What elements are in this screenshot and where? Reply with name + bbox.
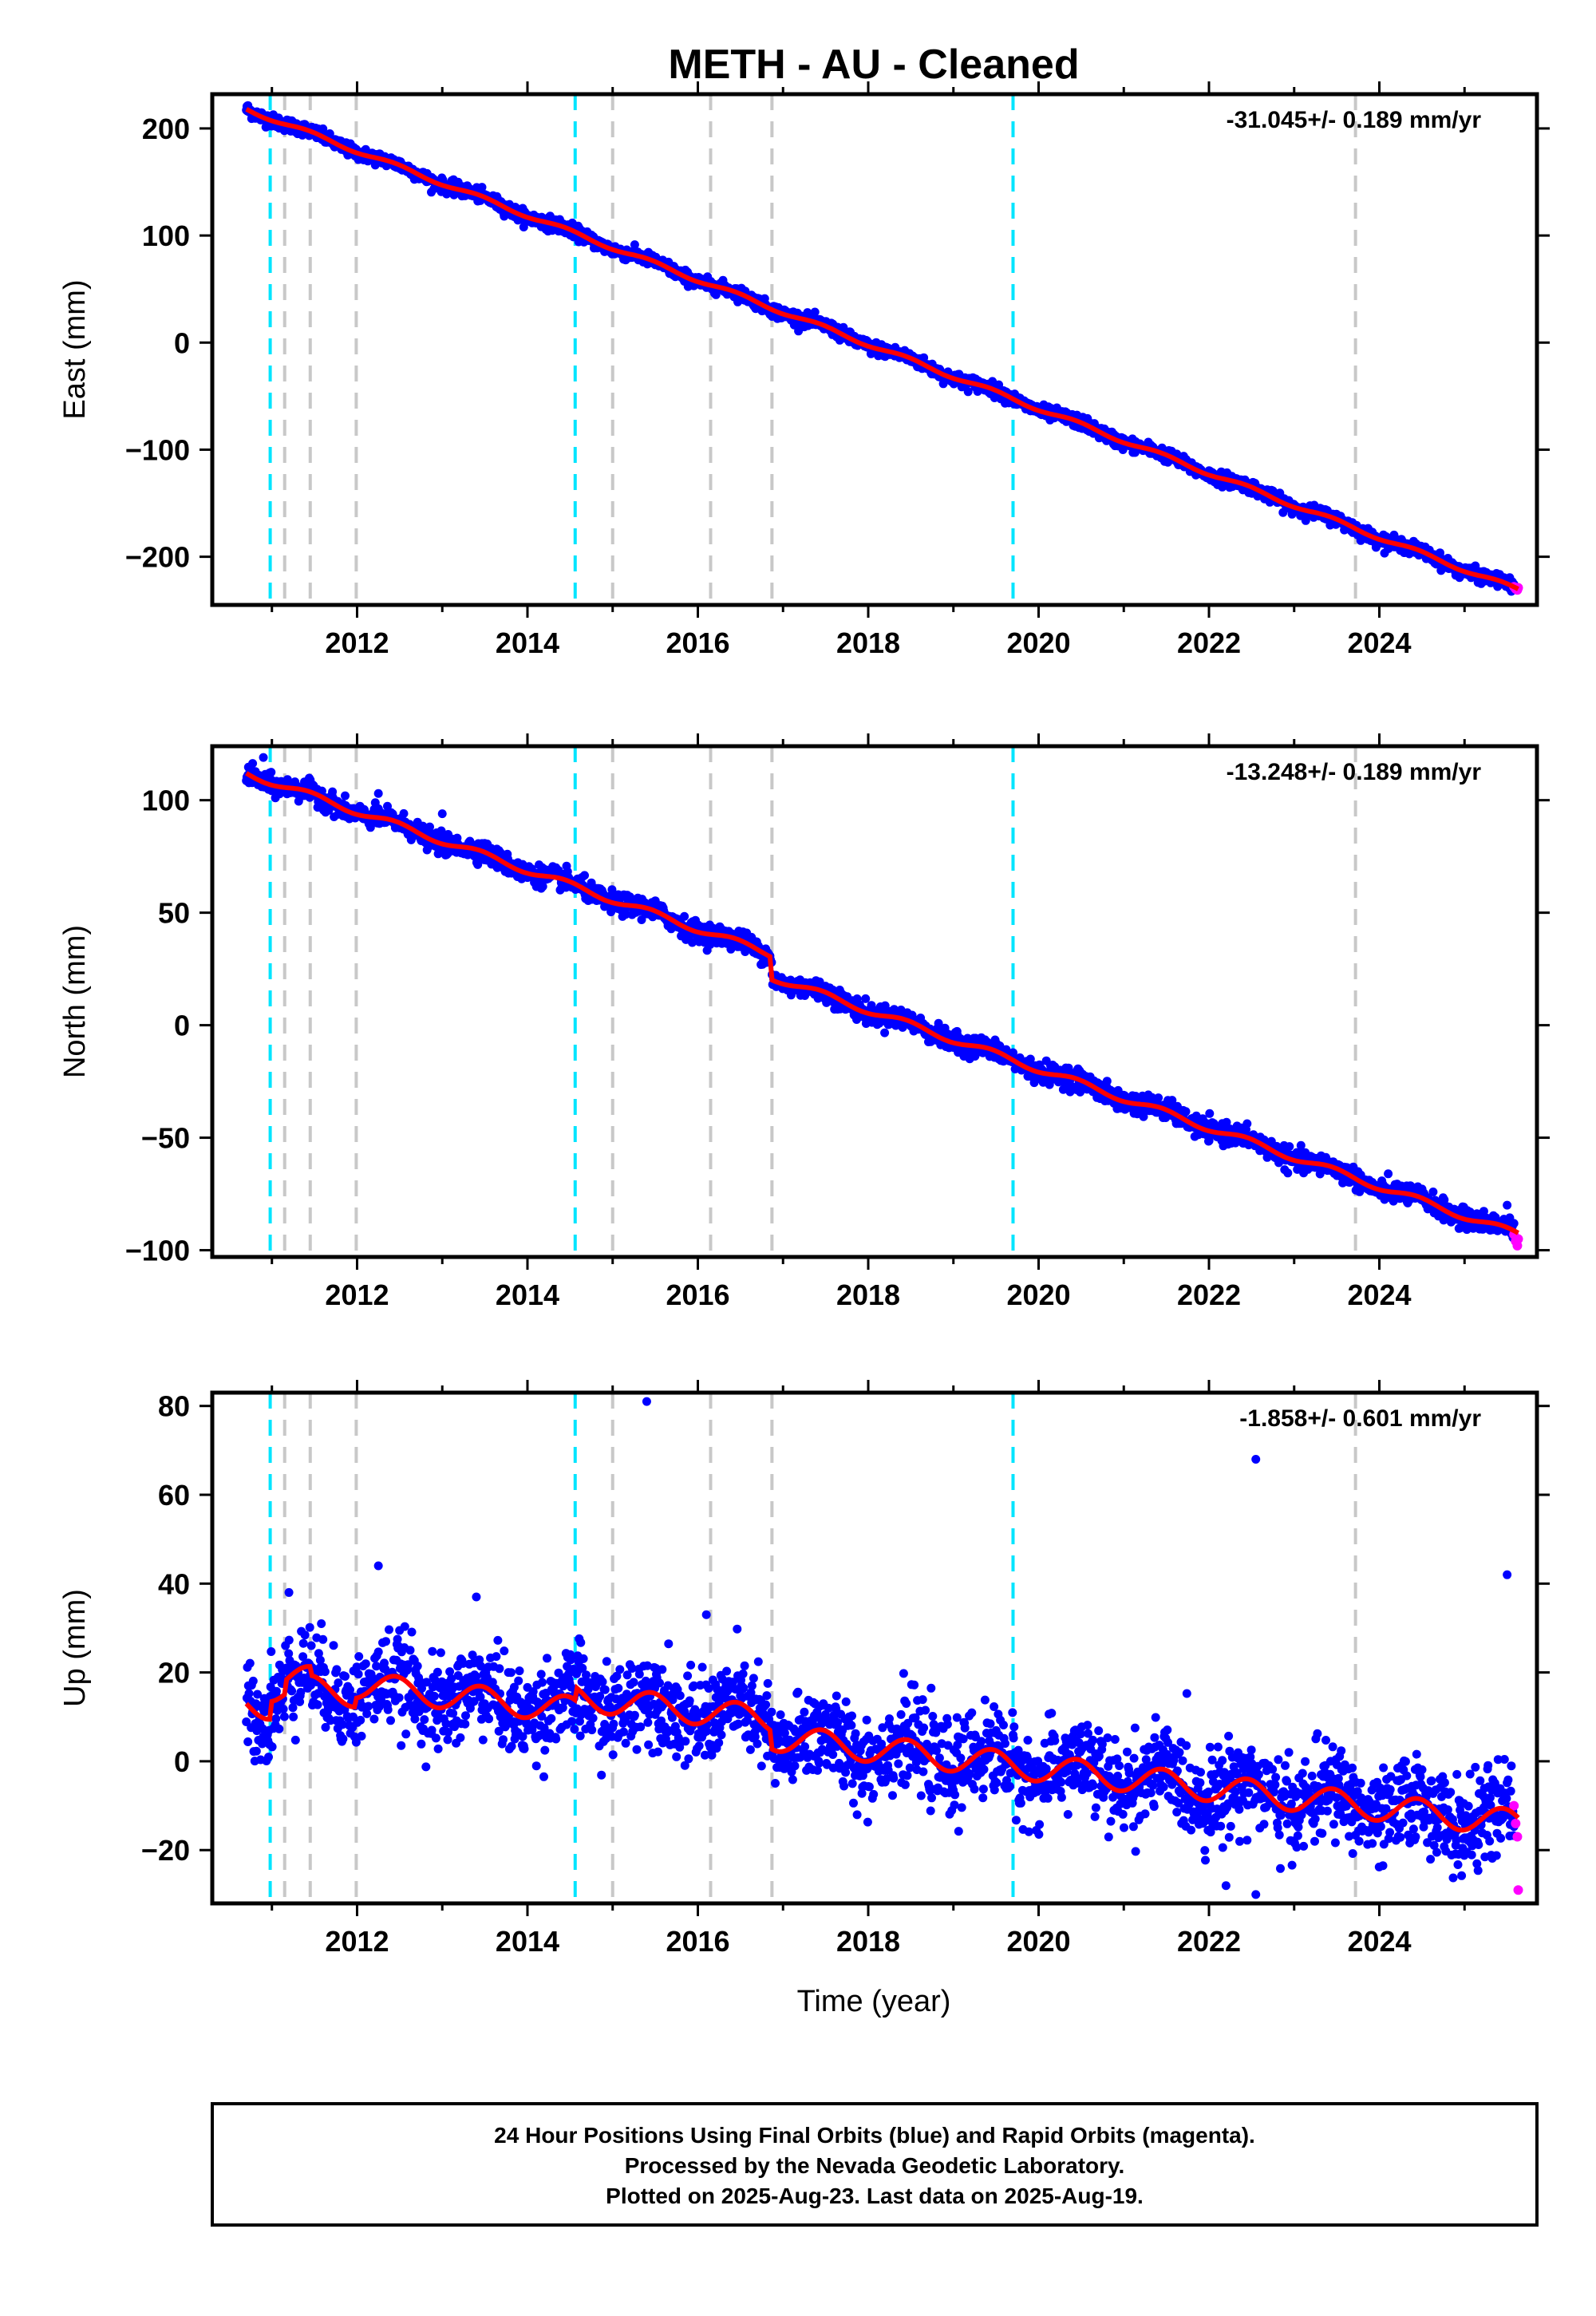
final-orbit-point xyxy=(271,1714,281,1724)
final-orbit-points xyxy=(242,1397,1519,1899)
final-orbit-point xyxy=(1154,1093,1163,1103)
final-orbit-point xyxy=(1428,1188,1438,1196)
y-tick-label: 200 xyxy=(142,113,190,145)
final-orbit-point xyxy=(383,801,392,811)
final-orbit-point xyxy=(1384,1169,1393,1179)
y-axis-label: North (mm) xyxy=(58,925,92,1078)
x-tick-label: 2018 xyxy=(836,626,900,659)
final-orbit-point xyxy=(1242,1119,1252,1128)
final-orbit-point xyxy=(399,808,409,818)
y-tick-label: 0 xyxy=(174,1010,190,1042)
x-tick-label: 2022 xyxy=(1177,626,1241,659)
final-orbit-point xyxy=(538,882,547,891)
final-orbit-point xyxy=(1205,1109,1215,1118)
x-tick-label: 2022 xyxy=(1177,1279,1241,1311)
panel-north: 2012 2014 2016 2018 2020 2022 2024 −100 −50 0 50 10… xyxy=(58,733,1550,1311)
final-orbit-point xyxy=(1102,1077,1112,1086)
final-orbit-point xyxy=(267,1742,277,1752)
outlier-point xyxy=(373,788,383,798)
final-orbit-point xyxy=(275,1724,284,1733)
outlier-point xyxy=(1503,1200,1512,1210)
final-orbit-point xyxy=(580,871,589,880)
x-tick-label: 2012 xyxy=(325,626,389,659)
final-orbit-point xyxy=(287,1686,297,1696)
final-orbit-point xyxy=(244,1689,254,1698)
x-tick-label: 2020 xyxy=(1006,626,1070,659)
velocity-rate-label: -13.248+/- 0.189 mm/yr xyxy=(1227,759,1482,785)
x-tick-label: 2016 xyxy=(666,626,729,659)
final-orbit-point xyxy=(680,911,689,921)
rapid-orbit-point xyxy=(1513,1234,1523,1244)
event-lines xyxy=(268,746,1357,1257)
x-tick-label: 2020 xyxy=(1006,1279,1070,1311)
y-tick-label: 0 xyxy=(174,326,190,359)
final-orbit-point xyxy=(243,1737,253,1746)
x-tick-label: 2024 xyxy=(1347,626,1411,659)
y-tick-label: −100 xyxy=(125,433,190,466)
final-orbit-point xyxy=(267,1647,276,1656)
final-orbit-point xyxy=(880,1028,890,1037)
panel-east: 2012 2014 2016 2018 2020 2022 2024 −200 −100 0 100… xyxy=(58,81,1550,659)
y-tick-label: 100 xyxy=(142,219,190,252)
final-orbit-point xyxy=(284,1635,294,1645)
final-orbit-point xyxy=(1181,1107,1191,1117)
y-tick-label: 50 xyxy=(158,897,190,930)
outlier-point xyxy=(259,753,268,762)
final-orbit-point xyxy=(861,994,871,1003)
final-orbit-points xyxy=(242,753,1519,1243)
x-tick-label: 2018 xyxy=(836,1279,900,1311)
y-tick-label: 100 xyxy=(142,785,190,817)
x-tick-label: 2024 xyxy=(1347,1279,1411,1311)
y-axis-label: East (mm) xyxy=(58,279,92,419)
y-tick-label: −200 xyxy=(125,541,190,574)
final-orbit-point xyxy=(279,1705,288,1713)
final-orbit-point xyxy=(477,183,487,192)
x-tick-label: 2016 xyxy=(666,1279,729,1311)
final-orbit-point xyxy=(290,1735,300,1745)
final-orbit-point xyxy=(251,1746,261,1756)
outlier-point xyxy=(437,809,447,819)
page-title: METH - AU - Cleaned xyxy=(668,41,1079,88)
y-tick-label: −50 xyxy=(141,1122,190,1155)
final-orbit-point xyxy=(630,240,639,250)
velocity-rate-label: -31.045+/- 0.189 mm/yr xyxy=(1227,107,1482,133)
final-orbit-point xyxy=(298,1638,308,1648)
model-fit-line xyxy=(245,107,1519,591)
y-tick-label: −100 xyxy=(125,1235,190,1267)
final-orbit-point xyxy=(810,307,820,317)
final-orbit-point xyxy=(279,1712,289,1721)
final-orbit-point xyxy=(289,1712,298,1721)
final-orbit-point xyxy=(264,1753,273,1762)
final-orbit-point xyxy=(245,1658,255,1668)
axes-ticks xyxy=(200,81,1550,618)
final-orbit-point xyxy=(425,822,434,832)
final-orbit-point xyxy=(267,768,276,777)
plot-frame xyxy=(210,92,1539,607)
final-orbit-point xyxy=(248,759,258,769)
final-orbit-point xyxy=(248,1676,258,1686)
final-orbit-point xyxy=(341,791,350,800)
final-orbit-point xyxy=(1285,1142,1294,1152)
final-orbit-point xyxy=(963,387,973,397)
event-lines xyxy=(268,94,1357,605)
plots: 2012 2014 2016 2018 2020 2022 2024 −200 −100 0 100… xyxy=(58,81,1550,1958)
x-tick-label: 2012 xyxy=(325,1279,389,1311)
panel-up: 2012 2014 2016 2018 2020 2022 2024−20020406080… xyxy=(58,1380,1550,1958)
x-tick-label: 2014 xyxy=(496,626,559,659)
x-tick-label: 2014 xyxy=(496,1279,559,1311)
final-orbit-point xyxy=(1283,1168,1293,1178)
